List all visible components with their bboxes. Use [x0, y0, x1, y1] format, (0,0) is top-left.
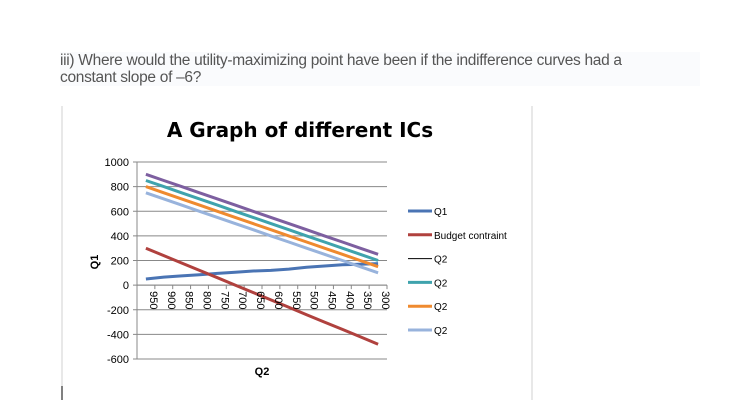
series-line-2 [145, 172, 379, 256]
y-tick-label: 600 [111, 206, 129, 218]
y-tick-label: -200 [107, 305, 129, 317]
chart-title: A Graph of different ICs [167, 118, 433, 142]
x-axis-label: Q2 [255, 366, 270, 378]
x-tick-label: 350 [361, 291, 373, 309]
y-tick-label: 200 [111, 256, 129, 268]
x-tick-label: 500 [308, 291, 320, 309]
question-text: iii) Where would the utility-maximizing … [60, 52, 700, 86]
question-line-1: iii) Where would the utility-maximizing … [60, 52, 622, 69]
y-axis-label: Q1 [89, 255, 101, 270]
x-tick-label: 900 [165, 291, 177, 309]
x-tick-label: 300 [379, 291, 391, 309]
y-tick-label: 1000 [105, 157, 129, 169]
x-tick-label: 850 [183, 291, 195, 309]
legend-label: Q2 [434, 302, 448, 313]
x-tick-label: 700 [236, 291, 248, 309]
legend-label: Budget contraint [434, 231, 507, 242]
question-line-2: constant slope of –6? [60, 69, 202, 86]
series-line-3 [145, 179, 379, 262]
x-tick-label: 550 [290, 291, 302, 309]
x-tick-label: 950 [147, 291, 159, 309]
x-tick-label: 750 [218, 291, 230, 309]
legend-label: Q2 [434, 255, 448, 266]
series-line-5 [145, 191, 379, 275]
legend-label: Q2 [434, 326, 448, 337]
y-tick-label: 0 [123, 280, 129, 292]
x-tick-label: 450 [326, 291, 338, 309]
x-tick-label: 400 [343, 291, 355, 309]
series-line-1 [145, 246, 379, 346]
y-tick-label: -400 [107, 329, 129, 341]
x-tick-label: 800 [201, 291, 213, 309]
x-tick-label: 650 [254, 291, 266, 309]
y-tick-label: 400 [111, 231, 129, 243]
x-tick-label: 600 [272, 291, 284, 309]
y-tick-label: -600 [107, 354, 129, 366]
legend-label: Q1 [434, 207, 448, 218]
series-line-4 [145, 185, 379, 269]
y-tick-label: 800 [111, 182, 129, 194]
series-line-0 [145, 262, 379, 281]
legend-label: Q2 [434, 278, 448, 289]
